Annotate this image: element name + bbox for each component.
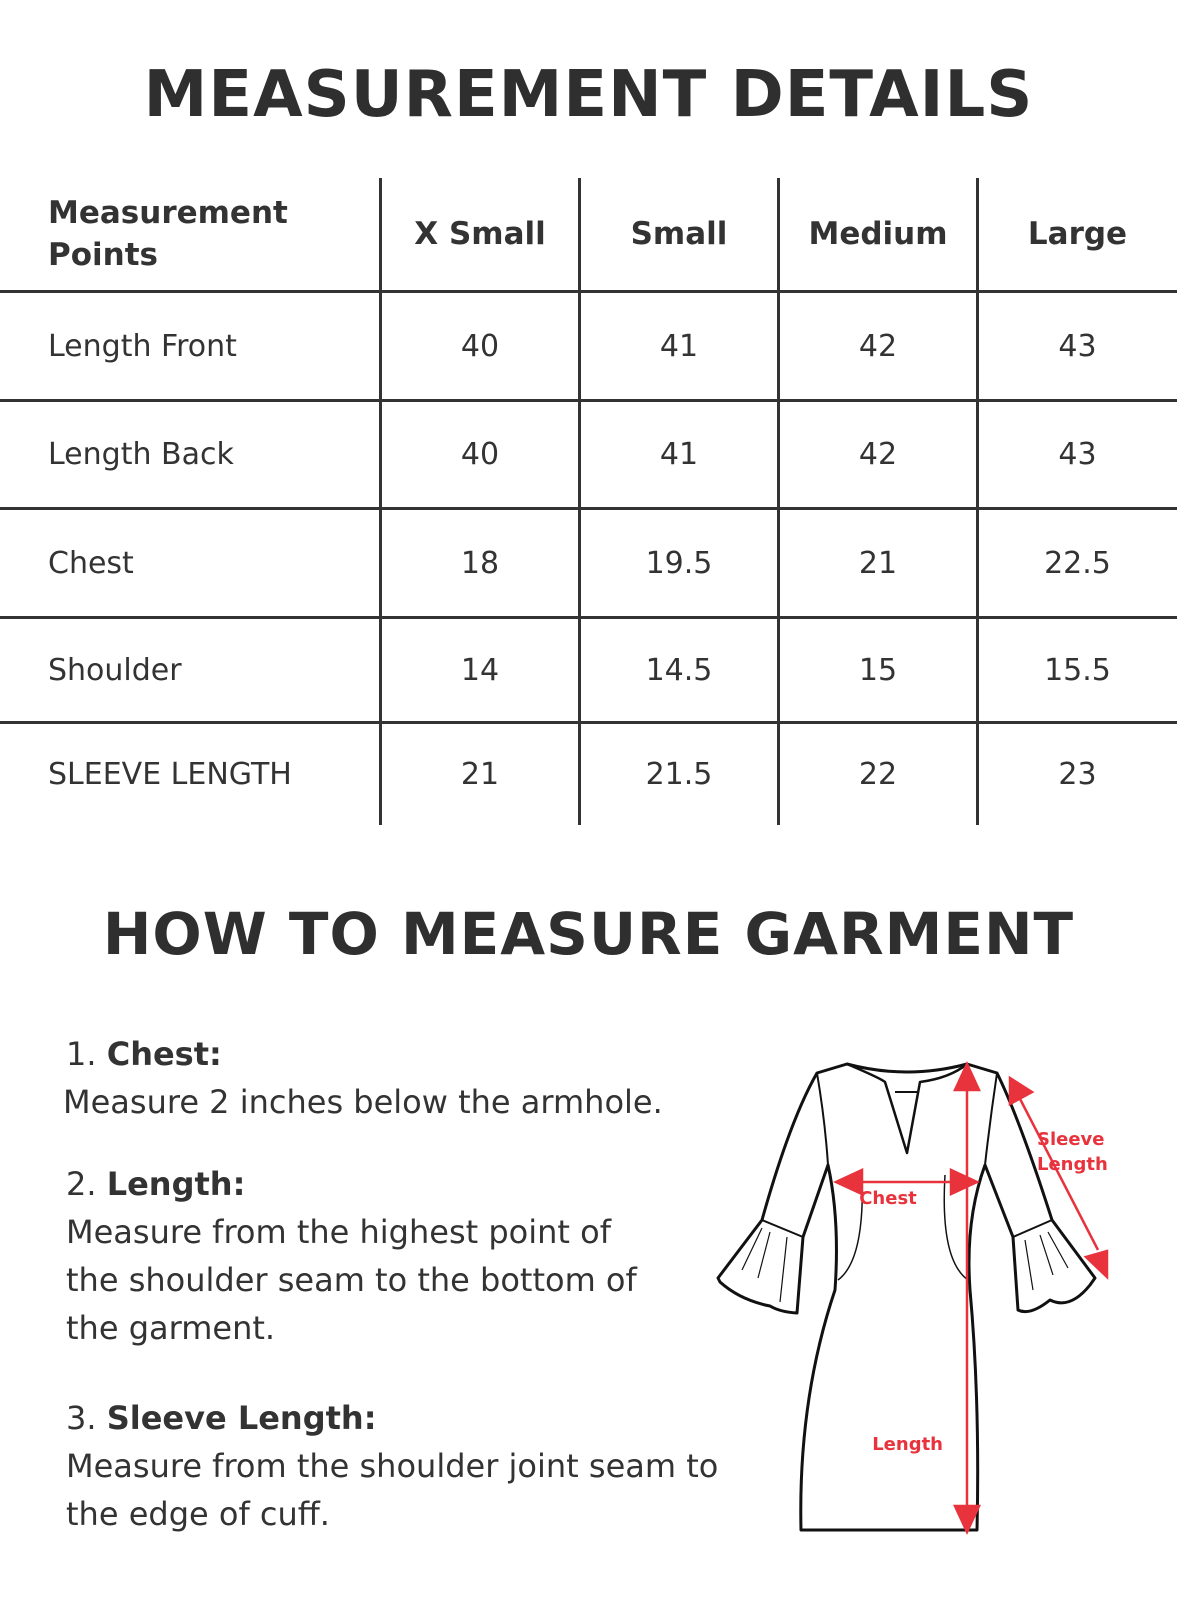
table-cell: 43: [1058, 328, 1097, 364]
table-divider: [0, 290, 1177, 293]
row-label: Length Front: [48, 328, 237, 364]
table-cell: 41: [659, 328, 699, 364]
table-cell: 42: [858, 328, 898, 364]
table-cell: 14.5: [645, 652, 713, 688]
column-header: Large: [1027, 216, 1128, 252]
sleeve-label-line1: Sleeve: [1037, 1129, 1105, 1150]
row-label: Chest: [48, 545, 134, 581]
instruction-number: 1.: [66, 1035, 97, 1073]
table-cell: 14: [460, 652, 500, 688]
instruction-text: Measure from the shoulder joint seam to …: [66, 1447, 719, 1533]
arrowhead-icon: [1083, 1249, 1109, 1280]
sleeve-label-line2: Length: [1037, 1154, 1108, 1175]
row-label: Shoulder: [48, 652, 182, 688]
table-cell: 21: [858, 545, 898, 581]
arrowhead-icon: [953, 1061, 981, 1092]
instruction-sleeve-length: 3. Sleeve Length: Measure from the shoul…: [66, 1394, 736, 1538]
measurement-arrows: [833, 1061, 1109, 1535]
column-divider: [976, 178, 979, 825]
table-cell: 15.5: [1044, 652, 1111, 688]
column-divider: [777, 178, 780, 825]
column-divider: [578, 178, 581, 825]
table-cell: 23: [1058, 757, 1097, 792]
instruction-text: Measure 2 inches below the armhole.: [63, 1083, 663, 1121]
table-cell: 42: [858, 437, 898, 472]
arrowhead-icon: [949, 1168, 980, 1196]
arrowhead-icon: [833, 1168, 864, 1196]
row-label: Length Back: [48, 437, 234, 472]
row-label: SLEEVE LENGTH: [48, 757, 292, 792]
column-header: X Small: [414, 216, 546, 252]
arrowhead-icon: [1008, 1075, 1035, 1107]
table-cell: 15: [858, 652, 898, 688]
instruction-number: 3.: [66, 1399, 97, 1437]
table-cell: 22.5: [1044, 545, 1111, 581]
sleeve-arrow-line: [1016, 1094, 1100, 1251]
arrowhead-icon: [953, 1504, 981, 1535]
table-cell: 18: [460, 545, 500, 581]
table-divider: [0, 616, 1177, 619]
instruction-label: Sleeve Length:: [106, 1399, 377, 1437]
table-divider: [0, 507, 1177, 510]
table-cell: 21.5: [645, 757, 713, 792]
column-header: Medium: [808, 216, 948, 252]
instruction-chest: 1. Chest: Measure 2 inches below the arm…: [63, 1030, 663, 1126]
instruction-length: 2. Length: Measure from the highest poin…: [66, 1160, 666, 1352]
instruction-text: Measure from the highest point of the sh…: [66, 1213, 637, 1347]
column-header: Small: [630, 216, 728, 252]
length-label: Length: [872, 1434, 943, 1455]
how-to-measure-title: HOW TO MEASURE GARMENT: [102, 900, 1075, 968]
chest-label: Chest: [859, 1188, 917, 1209]
instruction-label: Length:: [106, 1165, 246, 1203]
table-divider: [0, 399, 1177, 402]
column-header: Measurement Points: [48, 195, 288, 273]
table-divider: [0, 721, 1177, 724]
column-divider: [379, 178, 382, 825]
table-cell: 21: [460, 757, 500, 792]
table-cell: 40: [460, 437, 500, 472]
table-cell: 43: [1058, 437, 1097, 472]
table-cell: 40: [460, 328, 500, 364]
instruction-number: 2.: [66, 1165, 97, 1203]
instruction-label: Chest:: [106, 1035, 222, 1073]
table-cell: 41: [659, 437, 699, 472]
measurement-details-title: MEASUREMENT DETAILS: [143, 58, 1034, 132]
table-cell: 22: [858, 757, 898, 792]
table-cell: 19.5: [645, 545, 713, 581]
